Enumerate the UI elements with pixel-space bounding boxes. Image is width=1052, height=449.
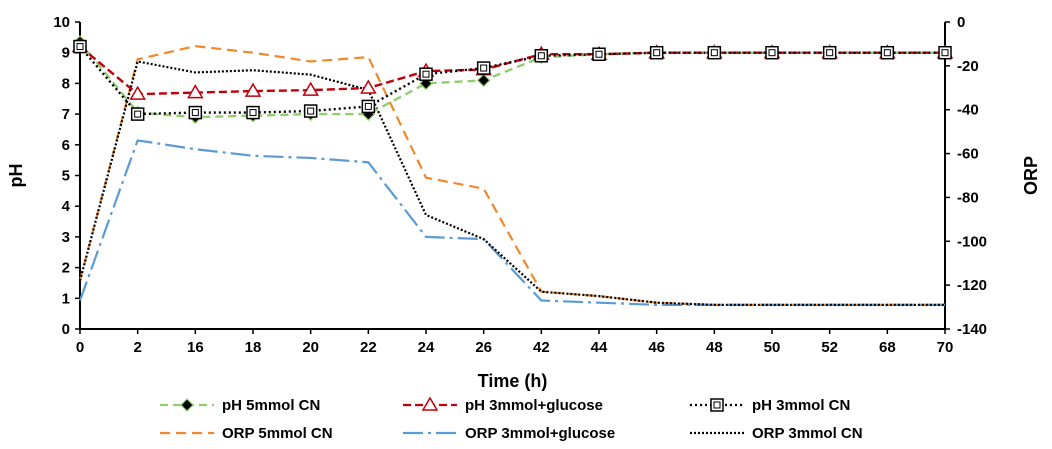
- legend-label: pH 3mmol+glucose: [465, 397, 603, 414]
- legend-label: ORP 5mmol CN: [222, 425, 333, 442]
- x-tick-label: 70: [937, 339, 954, 356]
- data-point-inner: [768, 49, 776, 57]
- y-tick-label: 2: [62, 260, 70, 277]
- x-tick-label: 0: [76, 339, 84, 356]
- data-point: [360, 79, 377, 94]
- x-tick-label: 42: [533, 339, 550, 356]
- y-tick-label: 5: [62, 168, 70, 185]
- data-point: [476, 73, 491, 88]
- legend-item: ORP 5mmol CN: [160, 425, 333, 442]
- y2-tick-label: -140: [957, 321, 987, 338]
- series-ph-5mmol-cn: [73, 35, 952, 125]
- y-tick-label: 10: [53, 14, 70, 31]
- y2-tick-label: -20: [957, 58, 979, 75]
- y2-axis-title: ORP: [1021, 156, 1041, 195]
- data-point: [129, 85, 146, 100]
- x-tick-label: 24: [418, 339, 435, 356]
- data-point-inner: [134, 110, 142, 118]
- data-point: [187, 84, 204, 99]
- legend-item: ORP 3mmol CN: [690, 425, 863, 442]
- series-orp-3mmol-glucose: [78, 139, 945, 306]
- x-tick-label: 46: [648, 339, 665, 356]
- x-tick-label: 2: [133, 339, 141, 356]
- legend-label: pH 5mmol CN: [222, 397, 320, 414]
- data-point-inner: [653, 49, 661, 57]
- y-tick-label: 1: [62, 290, 70, 307]
- x-tick-label: 22: [360, 339, 377, 356]
- x-tick-label: 20: [302, 339, 319, 356]
- data-point-inner: [826, 49, 834, 57]
- data-point: [244, 82, 262, 97]
- data-point-inner: [76, 43, 84, 51]
- plot-area: 0 1 2 3 4 5 6 7 8 9 10 0 -20 -40 -60 -80 -100 -120 -140 0 2 1…: [53, 14, 987, 356]
- data-point-inner: [249, 109, 257, 117]
- data-point-inner: [710, 49, 718, 57]
- legend-item: pH 5mmol CN: [160, 397, 320, 414]
- data-point-inner: [422, 70, 430, 78]
- data-point-inner: [537, 52, 545, 60]
- series-layer: [71, 35, 954, 306]
- x-axis-title: Time (h): [478, 371, 548, 391]
- y-axis-title: pH: [6, 164, 26, 188]
- y-tick-label: 3: [62, 229, 70, 246]
- y2-tick-label: -80: [957, 189, 979, 206]
- x-tick-label: 52: [821, 339, 838, 356]
- x-tick-label: 48: [706, 339, 723, 356]
- data-point-inner: [364, 102, 372, 110]
- legend-marker: [180, 398, 194, 412]
- y-tick-label: 4: [62, 198, 71, 215]
- y2-tick-label: -40: [957, 102, 979, 119]
- data-point-inner: [595, 50, 603, 58]
- data-point-inner: [883, 49, 891, 57]
- x-tick-label: 68: [879, 339, 896, 356]
- legend-marker: [421, 396, 439, 411]
- series-ph-3mmol-cn: [73, 39, 952, 121]
- data-point-inner: [941, 49, 949, 57]
- x-tick-label: 16: [187, 339, 204, 356]
- series-line: [79, 45, 945, 96]
- legend-marker-inner: [713, 401, 721, 409]
- y-tick-label: 8: [62, 75, 70, 92]
- legend-label: ORP 3mmol+glucose: [465, 425, 615, 442]
- y2-tick-label: -100: [957, 233, 987, 250]
- data-point-inner: [191, 109, 199, 117]
- series-line: [79, 45, 945, 116]
- legend-item: pH 3mmol+glucose: [403, 396, 603, 414]
- y2-tick-label: 0: [957, 14, 965, 31]
- y-tick-label: 7: [62, 106, 70, 123]
- x-tick-label: 50: [764, 339, 781, 356]
- data-point-inner: [307, 107, 315, 115]
- x-tick-label: 18: [245, 339, 262, 356]
- data-point: [302, 81, 319, 96]
- series-line: [78, 139, 945, 306]
- legend-item: ORP 3mmol+glucose: [403, 425, 615, 442]
- legend-label: ORP 3mmol CN: [752, 425, 863, 442]
- x-tick-label: 26: [475, 339, 492, 356]
- y-tick-label: 0: [62, 321, 70, 338]
- y2-tick-label: -60: [957, 146, 979, 163]
- legend: pH 5mmol CN pH 3mmol+glucose pH 3mmol CN OR…: [160, 396, 863, 442]
- legend-item: pH 3mmol CN: [690, 397, 850, 414]
- data-point-inner: [480, 64, 488, 72]
- y-tick-label: 6: [62, 137, 70, 154]
- legend-label: pH 3mmol CN: [752, 397, 850, 414]
- y2-tick-label: -120: [957, 277, 987, 294]
- y-tick-label: 9: [62, 45, 70, 62]
- x-tick-label: 44: [591, 339, 608, 356]
